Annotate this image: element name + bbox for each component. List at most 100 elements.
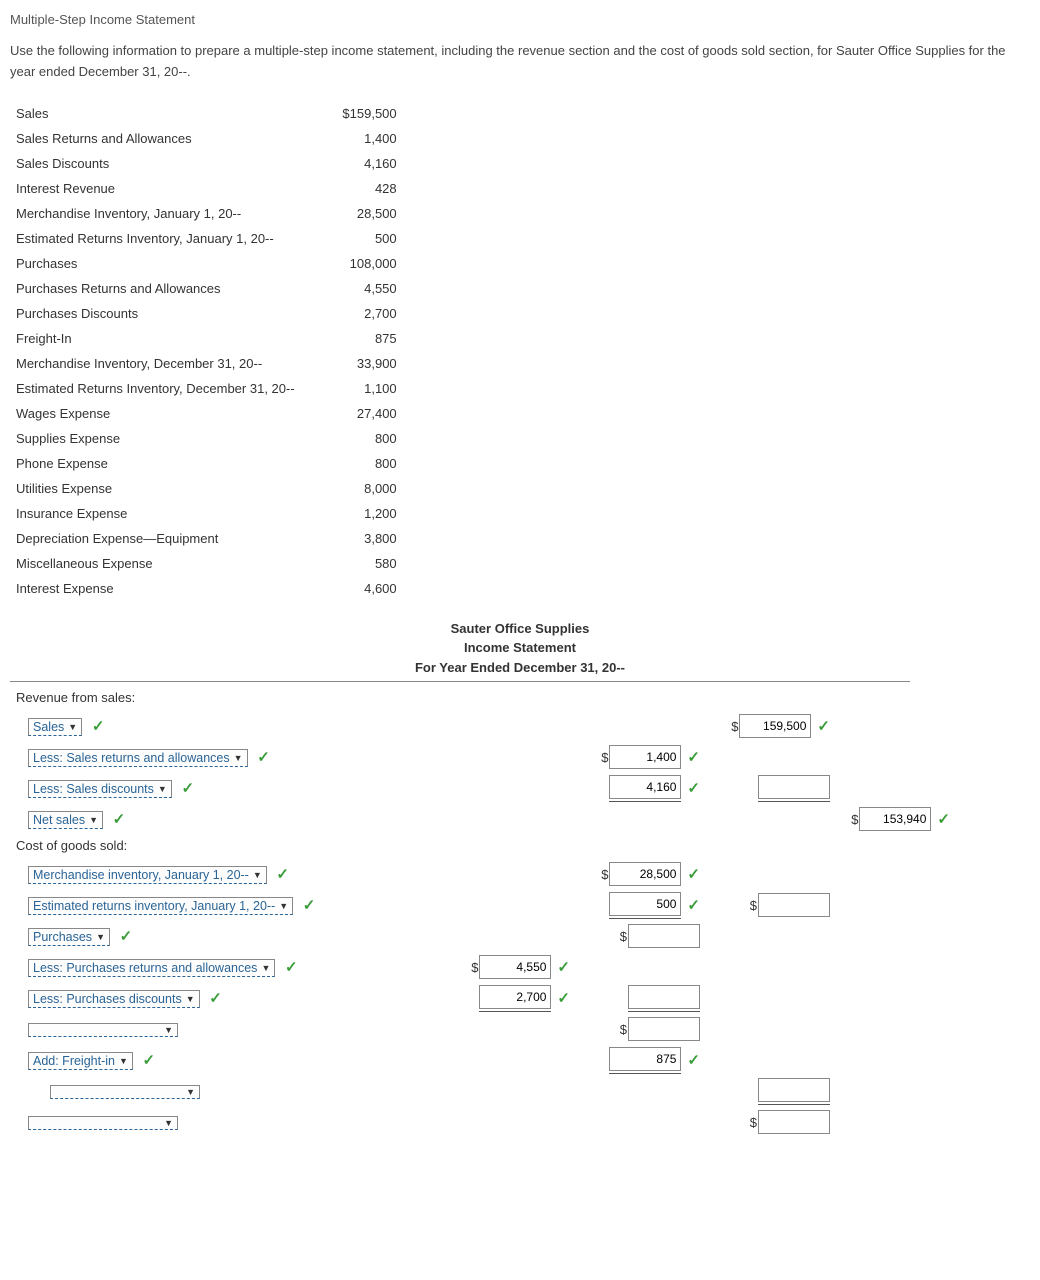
- check-icon: ✓: [687, 1051, 700, 1069]
- given-label: Insurance Expense: [10, 501, 301, 526]
- eri-jan-dropdown[interactable]: Estimated returns inventory, January 1, …: [28, 897, 293, 915]
- caret-icon: ▼: [279, 901, 288, 911]
- blank-dropdown-2[interactable]: ▼: [50, 1085, 200, 1099]
- given-value: 800: [301, 451, 403, 476]
- dropdown-text: Sales: [33, 720, 64, 734]
- given-label: Wages Expense: [10, 401, 301, 426]
- pd-amount-input[interactable]: [479, 985, 551, 1009]
- given-label: Purchases Discounts: [10, 301, 301, 326]
- given-label: Freight-In: [10, 326, 301, 351]
- given-label: Interest Expense: [10, 576, 301, 601]
- dollar-sign: $: [620, 1022, 627, 1037]
- table-row: Merchandise Inventory, January 1, 20--28…: [10, 201, 403, 226]
- dropdown-text: Add: Freight-in: [33, 1054, 115, 1068]
- divider: [10, 681, 910, 682]
- sales-dropdown[interactable]: Sales ▼: [28, 718, 82, 736]
- caret-icon: ▼: [89, 815, 98, 825]
- check-icon: ✓: [257, 749, 270, 766]
- sd-dropdown[interactable]: Less: Sales discounts▼: [28, 780, 172, 798]
- check-icon: ✓: [687, 865, 700, 883]
- dropdown-text: Estimated returns inventory, January 1, …: [33, 899, 275, 913]
- given-value: 1,100: [301, 376, 403, 401]
- given-value: 875: [301, 326, 403, 351]
- cost-goods-purchased-input[interactable]: [758, 1078, 830, 1102]
- inv-total-input[interactable]: [758, 893, 830, 917]
- check-icon: ✓: [687, 779, 700, 797]
- given-label: Depreciation Expense—Equipment: [10, 526, 301, 551]
- check-icon: ✓: [937, 810, 950, 828]
- pra-pd-total-input[interactable]: [628, 985, 700, 1009]
- net-sales-dropdown[interactable]: Net sales▼: [28, 811, 103, 829]
- given-data-table: Sales$159,500Sales Returns and Allowance…: [10, 101, 403, 601]
- eri-jan-amount-input[interactable]: [609, 892, 681, 916]
- check-icon: ✓: [113, 811, 126, 828]
- sra-dropdown[interactable]: Less: Sales returns and allowances▼: [28, 749, 248, 767]
- given-value: 4,550: [301, 276, 403, 301]
- dropdown-text: Less: Purchases returns and allowances: [33, 961, 257, 975]
- given-label: Miscellaneous Expense: [10, 551, 301, 576]
- sra-amount-input[interactable]: [609, 745, 681, 769]
- purchases-amount-input[interactable]: [628, 924, 700, 948]
- blank-dropdown-1[interactable]: ▼: [28, 1023, 178, 1037]
- pra-amount-input[interactable]: [479, 955, 551, 979]
- freight-dropdown[interactable]: Add: Freight-in▼: [28, 1052, 133, 1070]
- purchases-dropdown[interactable]: Purchases▼: [28, 928, 110, 946]
- given-label: Supplies Expense: [10, 426, 301, 451]
- given-label: Merchandise Inventory, January 1, 20--: [10, 201, 301, 226]
- table-row: Miscellaneous Expense580: [10, 551, 403, 576]
- pra-dropdown[interactable]: Less: Purchases returns and allowances ▼: [28, 959, 275, 977]
- table-row: Utilities Expense8,000: [10, 476, 403, 501]
- check-icon: ✓: [687, 896, 700, 914]
- given-value: 28,500: [301, 201, 403, 226]
- check-icon: ✓: [120, 928, 133, 945]
- check-icon: ✓: [276, 866, 289, 883]
- statement-title: Income Statement: [10, 638, 1030, 658]
- given-value: 1,400: [301, 126, 403, 151]
- sd-amount-input[interactable]: [609, 775, 681, 799]
- pd-dropdown[interactable]: Less: Purchases discounts ▼: [28, 990, 200, 1008]
- dollar-sign: $: [471, 960, 478, 975]
- given-label: Utilities Expense: [10, 476, 301, 501]
- given-value: 1,200: [301, 501, 403, 526]
- goods-available-input[interactable]: [758, 1110, 830, 1134]
- check-icon: ✓: [209, 990, 222, 1007]
- given-value: 428: [301, 176, 403, 201]
- given-value: 4,160: [301, 151, 403, 176]
- given-value: $159,500: [301, 101, 403, 126]
- given-value: 800: [301, 426, 403, 451]
- sra-sd-total-input[interactable]: [758, 775, 830, 799]
- mi-jan-amount-input[interactable]: [609, 862, 681, 886]
- given-label: Purchases: [10, 251, 301, 276]
- check-icon: ✓: [92, 718, 105, 735]
- net-sales-amount-input[interactable]: [859, 807, 931, 831]
- table-row: Purchases108,000: [10, 251, 403, 276]
- blank-dropdown-3[interactable]: ▼: [28, 1116, 178, 1130]
- given-value: 33,900: [301, 351, 403, 376]
- caret-icon: ▼: [234, 753, 243, 763]
- given-label: Sales Returns and Allowances: [10, 126, 301, 151]
- caret-icon: ▼: [68, 722, 77, 732]
- caret-icon: ▼: [164, 1118, 173, 1128]
- statement-period: For Year Ended December 31, 20--: [10, 658, 1030, 678]
- given-value: 3,800: [301, 526, 403, 551]
- check-icon: ✓: [303, 897, 316, 914]
- check-icon: ✓: [557, 989, 570, 1007]
- mi-jan-dropdown[interactable]: Merchandise inventory, January 1, 20--▼: [28, 866, 267, 884]
- caret-icon: ▼: [261, 963, 270, 973]
- table-row: Sales Returns and Allowances1,400: [10, 126, 403, 151]
- dollar-sign: $: [750, 1115, 757, 1130]
- caret-icon: ▼: [186, 994, 195, 1004]
- given-label: Merchandise Inventory, December 31, 20--: [10, 351, 301, 376]
- caret-icon: ▼: [96, 932, 105, 942]
- company-name: Sauter Office Supplies: [10, 619, 1030, 639]
- table-row: Freight-In875: [10, 326, 403, 351]
- dropdown-text: Less: Purchases discounts: [33, 992, 182, 1006]
- net-purchases-input[interactable]: [628, 1017, 700, 1041]
- given-label: Phone Expense: [10, 451, 301, 476]
- sales-amount-input[interactable]: [739, 714, 811, 738]
- freight-amount-input[interactable]: [609, 1047, 681, 1071]
- revenue-section-label: Revenue from sales:: [16, 690, 1030, 705]
- check-icon: ✓: [181, 780, 194, 797]
- instructions: Use the following information to prepare…: [10, 41, 1030, 83]
- check-icon: ✓: [687, 748, 700, 766]
